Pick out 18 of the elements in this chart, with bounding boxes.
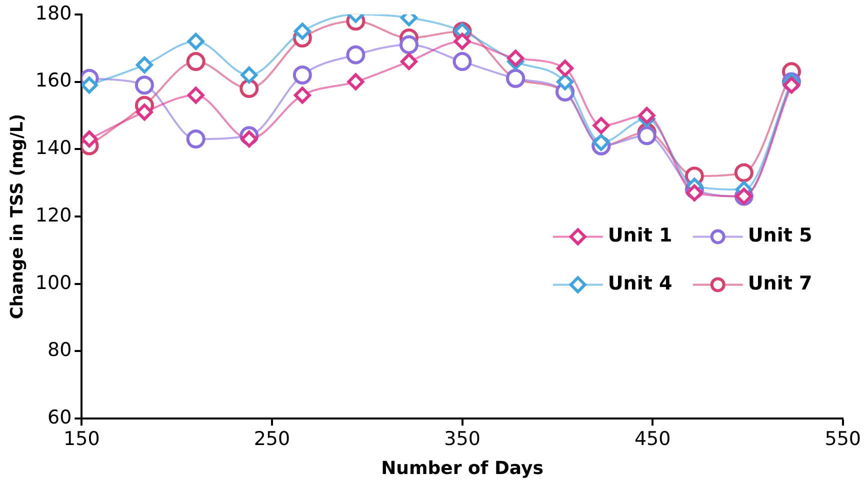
legend-label: Unit 1 — [608, 224, 672, 247]
y-tick-label: 80 — [47, 339, 72, 362]
x-tick-label: 550 — [824, 428, 861, 450]
x-tick-label: 250 — [254, 428, 290, 450]
y-tick-label: 120 — [35, 204, 72, 226]
x-tick-label: 150 — [64, 428, 100, 450]
legend-label: Unit 7 — [748, 272, 812, 295]
x-axis-title: Number of Days — [381, 458, 544, 479]
y-tick-label: 100 — [35, 272, 72, 294]
y-tick-label: 60 — [47, 406, 72, 429]
x-tick-label: 350 — [444, 428, 480, 450]
y-tick-label: 140 — [35, 137, 72, 160]
y-tick-label: 180 — [35, 2, 72, 24]
legend-label: Unit 4 — [608, 272, 672, 295]
y-axis-title: Change in TSS (mg/L) — [8, 114, 28, 320]
y-tick-label: 160 — [35, 70, 72, 92]
x-tick-label: 450 — [634, 428, 671, 450]
legend-label: Unit 5 — [748, 224, 812, 247]
